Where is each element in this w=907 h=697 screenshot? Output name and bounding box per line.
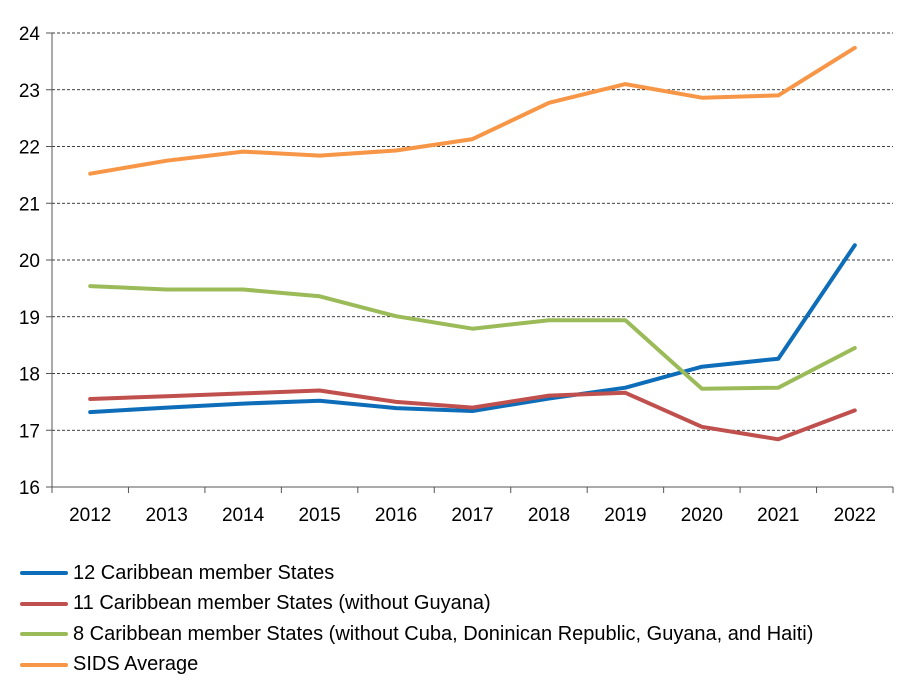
x-tick-label: 2015 — [298, 505, 340, 526]
series-line-3 — [88, 284, 857, 391]
legend-item: 11 Caribbean member States (without Guya… — [20, 589, 813, 620]
legend-item: SIDS Average — [20, 650, 813, 681]
series-line-1 — [88, 243, 857, 415]
x-axis-tick-labels: 2012 2013 2014 2015 2016 2017 2018 2019 2020 2021… — [69, 505, 876, 526]
x-tick-label: 2012 — [69, 505, 111, 526]
y-tick-label: 23 — [19, 81, 40, 102]
legend-swatch — [20, 662, 68, 667]
legend: 12 Caribbean member States 11 Caribbean m… — [20, 558, 813, 680]
gridlines — [52, 32, 893, 431]
y-tick-label: 22 — [19, 138, 40, 159]
legend-swatch — [20, 571, 68, 576]
y-tick-label: 16 — [19, 478, 40, 499]
x-tick-label: 2020 — [681, 505, 723, 526]
y-tick-label: 17 — [19, 421, 40, 442]
legend-label: SIDS Average — [73, 653, 199, 676]
x-tick-label: 2021 — [757, 505, 799, 526]
x-tick-label: 2019 — [604, 505, 646, 526]
legend-label: 12 Caribbean member States — [73, 561, 335, 584]
legend-swatch — [20, 632, 68, 637]
x-tick-label: 2017 — [451, 505, 493, 526]
axes — [46, 32, 894, 493]
x-tick-label: 2016 — [375, 505, 417, 526]
y-tick-label: 18 — [19, 365, 40, 386]
x-tick-label: 2018 — [528, 505, 570, 526]
series-lines — [88, 45, 857, 442]
legend-swatch — [20, 601, 68, 606]
legend-label: 11 Caribbean member States (without Guya… — [73, 592, 491, 615]
x-tick-label: 2014 — [222, 505, 265, 526]
y-tick-label: 20 — [19, 251, 40, 272]
legend-item: 12 Caribbean member States — [20, 558, 813, 589]
x-tick-label: 2013 — [146, 505, 188, 526]
x-tick-label: 2022 — [834, 505, 876, 526]
y-tick-label: 24 — [19, 24, 41, 45]
y-tick-label: 19 — [19, 308, 40, 329]
legend-item: 8 Caribbean member States (without Cuba,… — [20, 619, 813, 650]
y-tick-label: 21 — [19, 194, 40, 215]
series-line-4 — [88, 45, 857, 176]
legend-label: 8 Caribbean member States (without Cuba,… — [73, 622, 814, 645]
y-axis-tick-labels: 16 17 18 19 20 21 22 23 24 — [19, 24, 41, 499]
series-line-2 — [88, 388, 857, 442]
